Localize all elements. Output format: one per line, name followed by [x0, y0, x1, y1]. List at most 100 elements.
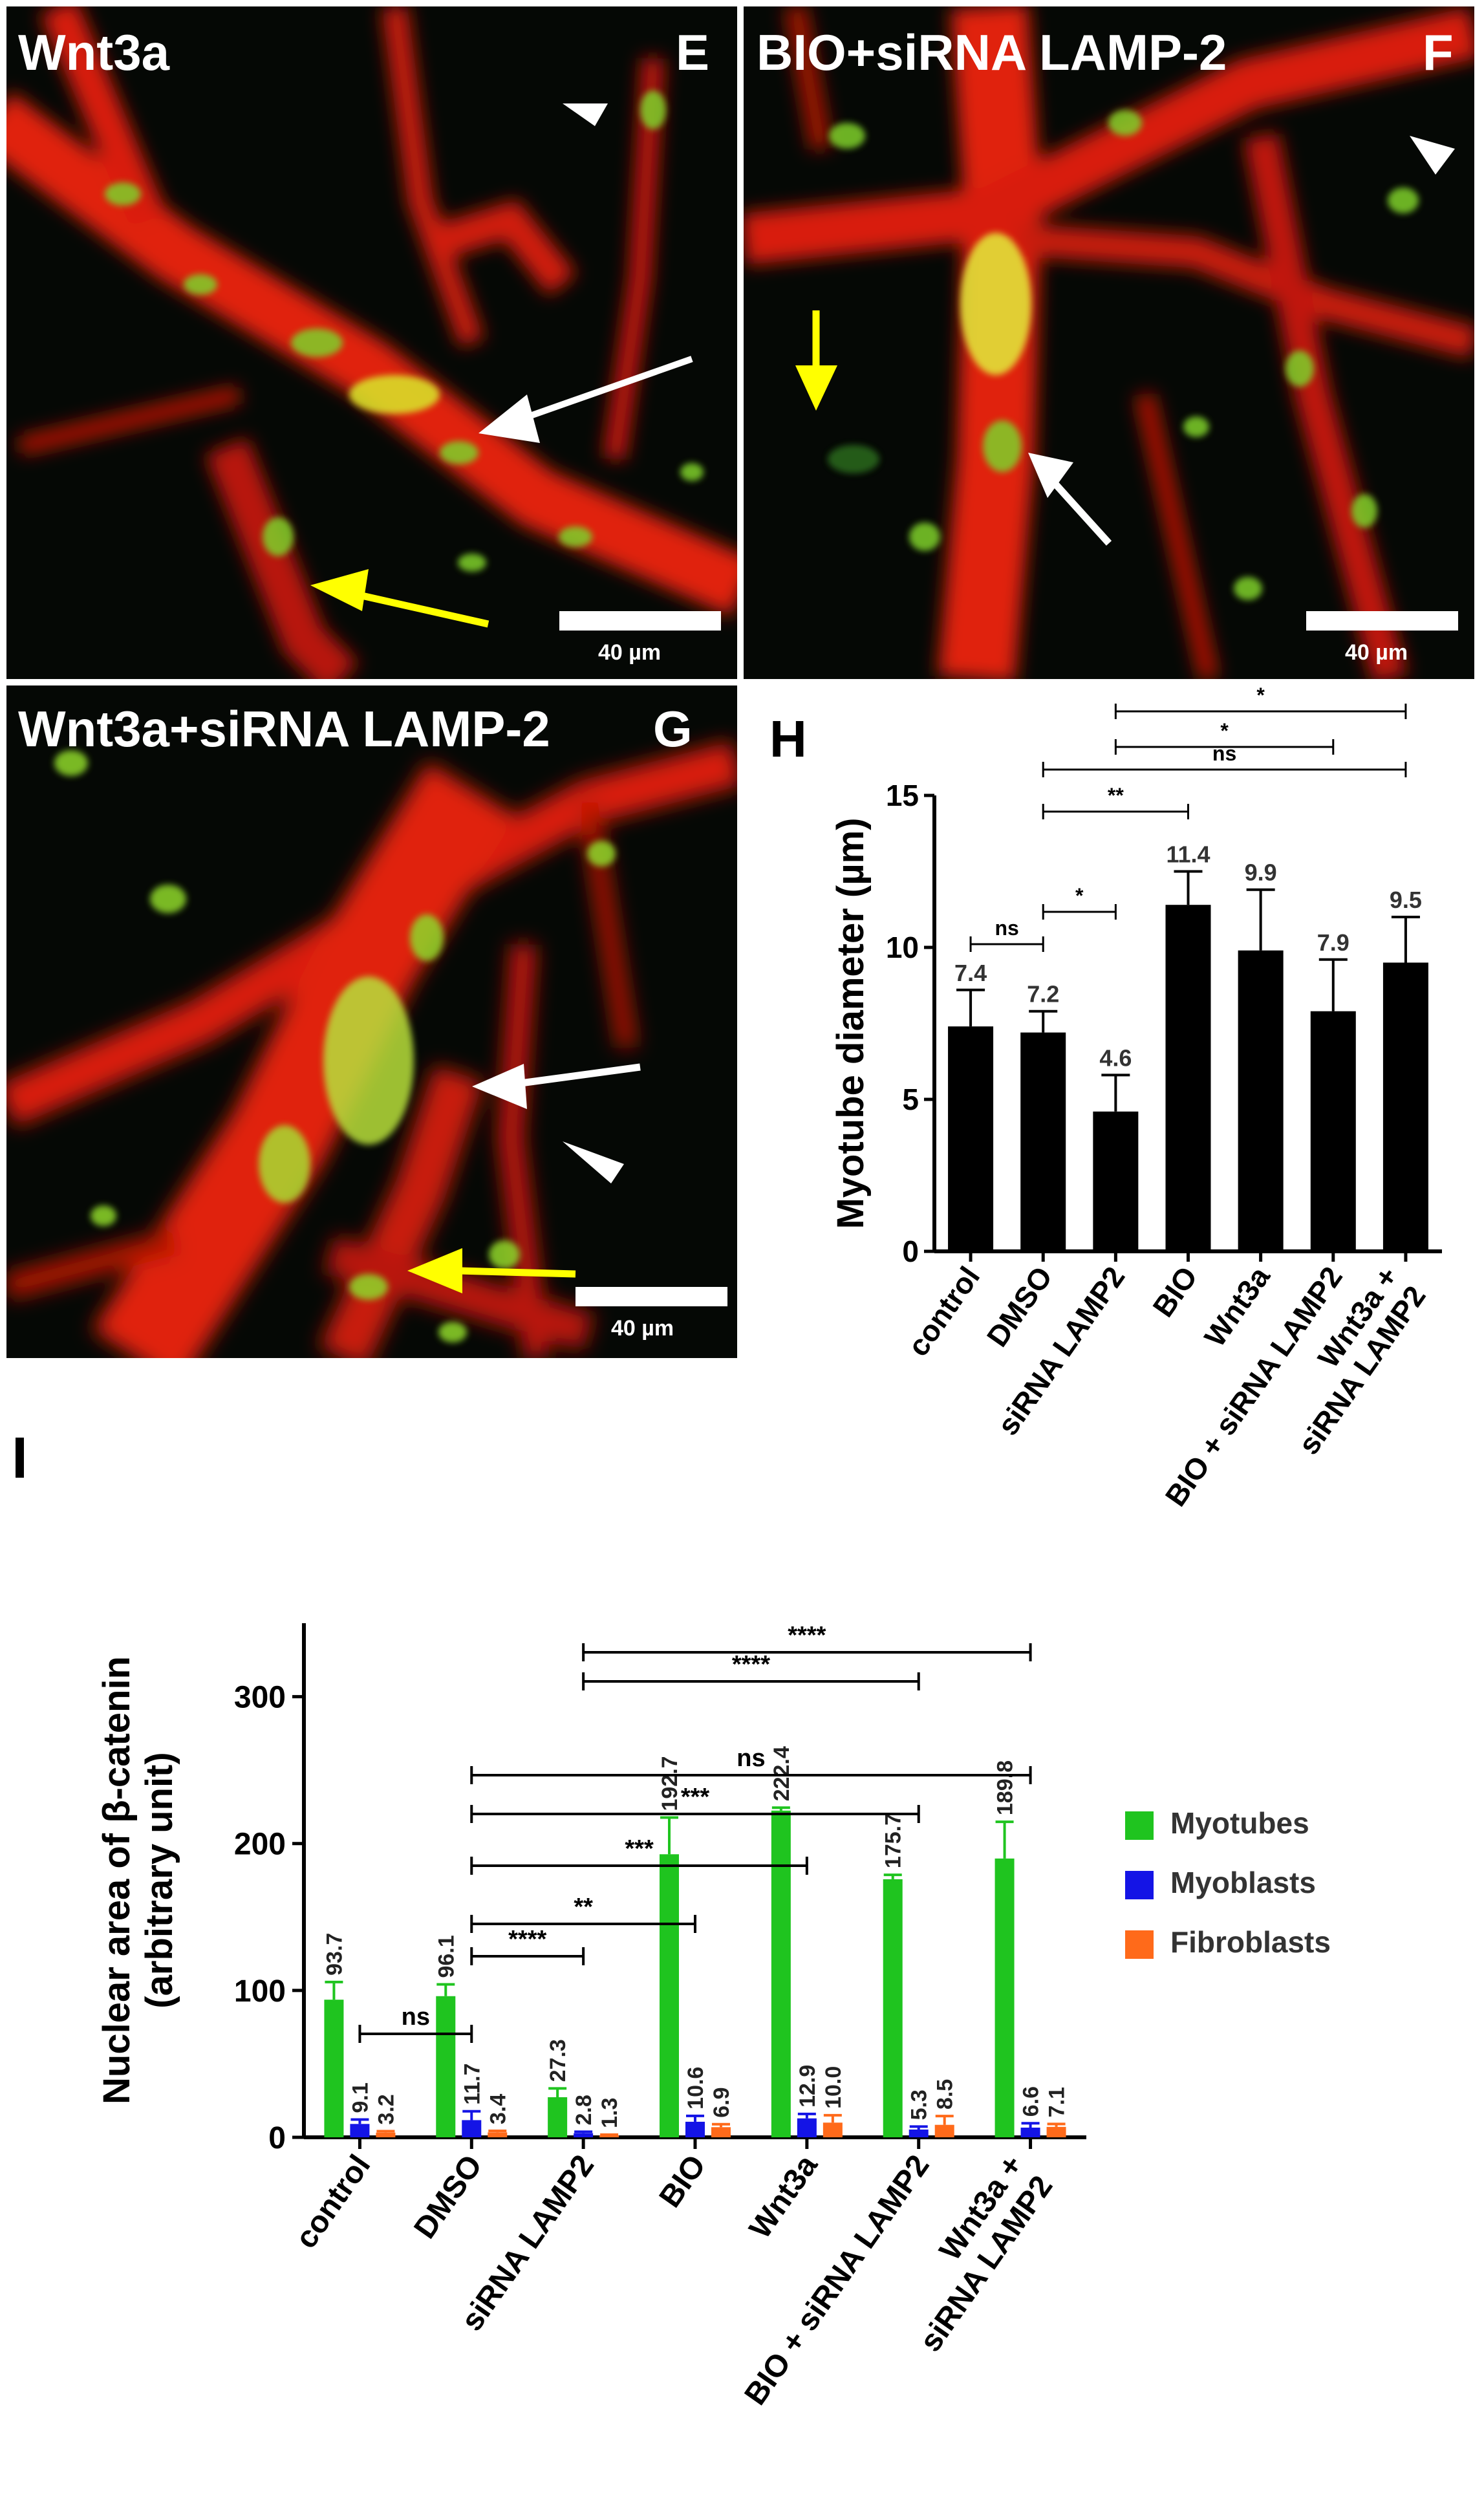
- x-tick-label-line: DMSO: [407, 2149, 489, 2245]
- data-label: 7.1: [1045, 2087, 1070, 2117]
- chart-i-nuclear-beta-catenin: I 0 100 200 300 Nuclear area of β-catenin(arb…: [12, 1426, 1331, 2412]
- bar: [1238, 950, 1284, 1251]
- white-arrow-icon: [479, 394, 540, 443]
- legend-swatch-myoblasts: [1125, 1871, 1154, 1899]
- panel-letter-g: G: [653, 700, 693, 757]
- legend-label: Myoblasts: [1170, 1866, 1316, 1899]
- y-tick-label: 0: [902, 1235, 919, 1268]
- bar: [1165, 905, 1211, 1251]
- x-tick-label-line: DMSO: [980, 1260, 1059, 1353]
- bar: [1093, 1111, 1139, 1251]
- x-tick-label-line: control: [289, 2149, 378, 2255]
- data-label: 12.9: [795, 2065, 820, 2108]
- x-tick-label: DMSO: [407, 2149, 489, 2245]
- data-label: 8.5: [933, 2079, 958, 2110]
- bar-myoblasts: [909, 2129, 929, 2137]
- y-axis-title-line: Nuclear area of β-catenin: [96, 1656, 138, 2104]
- y-tick-label: 300: [234, 1681, 286, 1715]
- data-label: 11.4: [1166, 841, 1210, 868]
- x-tick-label-line: Wnt3a: [1198, 1260, 1276, 1353]
- significance-label: ****: [732, 1651, 770, 1678]
- panel-letter-f: F: [1423, 24, 1454, 81]
- white-arrow-icon: [1028, 453, 1073, 498]
- scale-label-f: 40 µm: [1345, 640, 1408, 665]
- white-arrow-shaft-g: [520, 1063, 641, 1087]
- data-label: 7.2: [1027, 981, 1059, 1008]
- x-tick-label: BIO: [1146, 1260, 1204, 1323]
- data-label: 1.3: [597, 2098, 622, 2128]
- data-label: 3.2: [374, 2094, 398, 2124]
- panel-title-e: Wnt3a: [18, 24, 169, 81]
- bar-fibroblasts: [376, 2132, 396, 2137]
- y-tick-label: 10: [886, 931, 919, 964]
- panel-letter-i: I: [12, 1426, 28, 1491]
- data-label: 9.1: [348, 2082, 372, 2113]
- yellow-arrow-icon: [407, 1248, 462, 1293]
- chart-h-myotube-diameter: H 0 5 10 15 Myotube diameter (µm) 7.4 control 7.…: [769, 684, 1442, 1513]
- y-tick-label: 5: [902, 1083, 919, 1116]
- micrograph-image-e: [6, 6, 737, 679]
- bar-fibroblasts: [711, 2127, 731, 2137]
- x-tick-label: BIO: [653, 2149, 713, 2214]
- significance-label: ns: [1212, 742, 1236, 765]
- bar-myotubes: [771, 1810, 791, 2137]
- data-label: 5.3: [907, 2089, 932, 2120]
- white-arrowhead-icon: [563, 103, 608, 126]
- y-axis-title: Myotube diameter (µm): [830, 817, 872, 1229]
- yellow-arrow-shaft-e: [358, 591, 489, 628]
- significance-label: *: [1075, 884, 1084, 907]
- bar: [1310, 1011, 1356, 1251]
- significance-label: ns: [402, 2003, 430, 2031]
- y-axis-title-line: (arbitrary unit): [138, 1752, 180, 2008]
- significance-label: ****: [788, 1622, 826, 1649]
- scale-bar-e: [559, 611, 721, 631]
- data-label: 9.9: [1245, 859, 1277, 886]
- bar-myotubes: [548, 2097, 568, 2137]
- white-arrow-shaft-f: [1044, 473, 1112, 546]
- scale-bar-f: [1306, 611, 1458, 631]
- data-label: 3.4: [486, 2094, 510, 2124]
- significance-label: **: [1108, 784, 1124, 807]
- significance-label: ***: [625, 1835, 654, 1862]
- data-label: 4.6: [1099, 1044, 1132, 1071]
- scale-label-e: 40 µm: [598, 640, 661, 665]
- legend-label: Myotubes: [1170, 1806, 1309, 1840]
- bar-myoblasts: [685, 2121, 705, 2137]
- x-tick-label-line: BIO + siRNA LAMP2: [738, 2149, 936, 2412]
- bar-myoblasts: [462, 2120, 482, 2137]
- bar-myoblasts: [797, 2118, 817, 2137]
- data-label: 27.3: [546, 2039, 570, 2082]
- micrograph-panel-e: Wnt3a E 40 µm: [6, 6, 737, 679]
- x-tick-label: Wnt3a: [743, 2149, 824, 2245]
- data-label: 6.6: [1019, 2086, 1044, 2117]
- y-tick-label: 100: [234, 1974, 286, 2009]
- data-label: 222.4: [769, 1746, 794, 1801]
- y-tick-label: 200: [234, 1828, 286, 1862]
- bar-myotubes: [324, 2000, 344, 2137]
- data-label: 175.7: [881, 1813, 906, 1868]
- bar-myoblasts: [350, 2124, 370, 2137]
- bar-myoblasts: [574, 2133, 594, 2137]
- x-tick-label: control: [289, 2149, 378, 2255]
- scale-bar-g: [575, 1287, 727, 1306]
- bar: [1382, 962, 1428, 1251]
- micrograph-image-g: [6, 741, 737, 1358]
- bar-myotubes: [883, 1879, 903, 2137]
- micrograph-image-f: [744, 6, 1474, 679]
- data-label: 189.8: [993, 1760, 1018, 1815]
- significance-label: ns: [995, 916, 1018, 940]
- data-label: 11.7: [460, 2063, 484, 2104]
- white-arrowhead-icon: [563, 1141, 624, 1183]
- micrograph-panel-g: Wnt3a+siRNA LAMP-2 G 40 µm: [6, 685, 737, 1358]
- x-tick-label-line: Wnt3a: [743, 2149, 824, 2245]
- significance-label: ***: [681, 1784, 710, 1811]
- data-label: 93.7: [322, 1933, 347, 1976]
- data-label: 7.9: [1317, 929, 1350, 956]
- white-arrowhead-icon: [1410, 136, 1455, 175]
- yellow-arrow-shaft-g: [458, 1267, 576, 1278]
- bar: [948, 1026, 994, 1251]
- data-label: 192.7: [658, 1756, 682, 1811]
- x-tick-label: Wnt3a: [1198, 1260, 1276, 1353]
- panel-letter-h: H: [769, 710, 807, 768]
- y-tick-label: 15: [886, 779, 919, 812]
